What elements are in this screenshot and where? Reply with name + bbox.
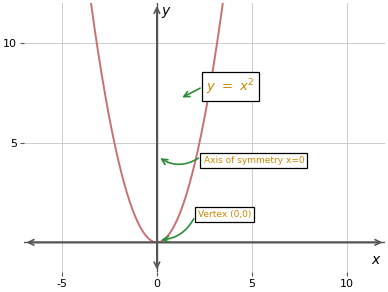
Text: y: y <box>161 4 170 18</box>
Text: x: x <box>372 253 380 267</box>
Text: Axis of symmetry x=0: Axis of symmetry x=0 <box>204 156 304 165</box>
Text: $y\ =\ x^2$: $y\ =\ x^2$ <box>206 77 255 97</box>
Text: Vertex (0,0): Vertex (0,0) <box>198 210 251 219</box>
